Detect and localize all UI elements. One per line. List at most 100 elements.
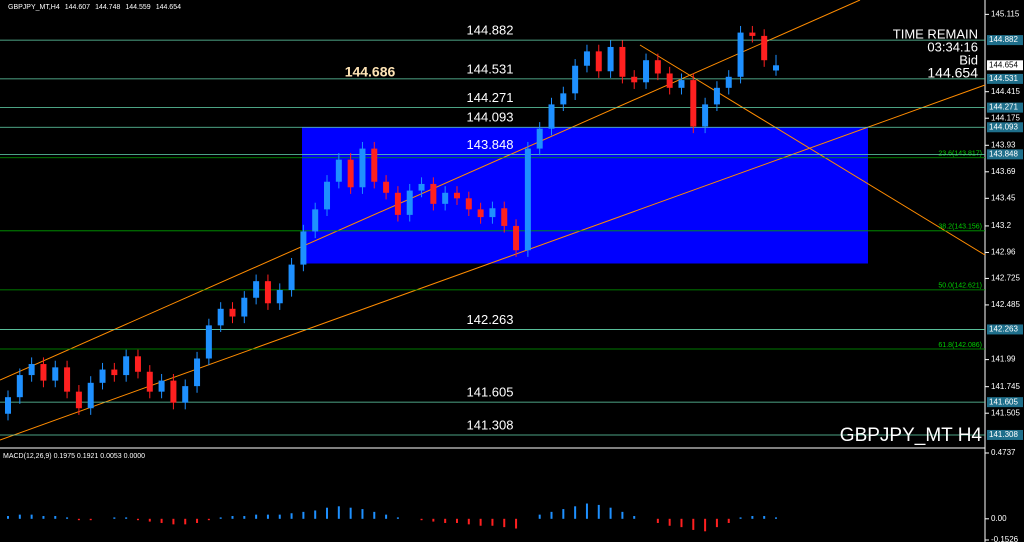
candle-body — [619, 46, 626, 77]
candle-body — [595, 51, 602, 72]
candle-body — [430, 183, 437, 204]
level-label: 141.605 — [467, 385, 514, 400]
candle-body — [607, 46, 614, 72]
candle-body — [241, 297, 248, 317]
candle-body — [75, 391, 82, 409]
candle-body — [253, 281, 260, 298]
y-tick-label: 145.115 — [991, 9, 1020, 18]
candle-body — [713, 87, 720, 105]
y-tick-label: 141.99 — [991, 355, 1016, 364]
bid-label: Bid — [959, 52, 978, 67]
candle-body — [5, 397, 11, 414]
level-label: 141.308 — [467, 417, 514, 432]
candle-body — [99, 369, 106, 383]
y-tick-label: 142.485 — [991, 300, 1020, 309]
candle-body — [560, 93, 567, 105]
level-box — [987, 429, 1023, 440]
candle-body — [418, 183, 425, 191]
candle-body — [52, 367, 59, 381]
candle-body — [134, 356, 141, 372]
level-axis-label: 141.605 — [989, 397, 1018, 406]
candle-body — [229, 308, 236, 317]
level-box — [987, 122, 1023, 133]
level-box — [987, 35, 1023, 46]
candle-body — [300, 231, 307, 265]
candle-body — [347, 159, 354, 188]
level-axis-label: 144.093 — [989, 122, 1018, 131]
level-label: 142.263 — [467, 312, 514, 327]
header-value: 144.559 — [125, 4, 150, 11]
level-axis-label: 142.263 — [989, 325, 1018, 334]
candle-body — [477, 209, 484, 218]
zone — [302, 127, 868, 264]
candle-body — [725, 76, 732, 88]
y-tick-label: 144.175 — [991, 113, 1020, 122]
header: GBPJPY_MT,H4 144.607 144.748 144.559 144.654 — [8, 4, 181, 11]
level-label: 144.271 — [467, 90, 514, 105]
candle-body — [702, 104, 709, 127]
candle-body — [442, 192, 449, 204]
y-tick-label: 143.2 — [991, 221, 1012, 230]
candle-body — [87, 382, 94, 409]
level-label: 144.531 — [467, 61, 514, 76]
level-axis-label: 143.848 — [989, 149, 1018, 158]
candle-body — [359, 148, 366, 188]
candle-body — [572, 65, 579, 94]
y-tick-label: 142.725 — [991, 274, 1020, 283]
candle-body — [324, 181, 331, 210]
candle-body — [643, 60, 650, 83]
candle-body — [749, 32, 756, 36]
macd-tick-label: 0.00 — [991, 514, 1007, 523]
candle-body — [690, 80, 697, 127]
time-remain: 03:34:16 — [927, 39, 978, 54]
y-tick-label: 141.505 — [991, 408, 1020, 417]
candle-body — [182, 386, 189, 403]
header-value: GBPJPY_MT,H4 — [8, 4, 60, 11]
level-box — [987, 102, 1023, 113]
candle-body — [64, 367, 71, 392]
level-axis-label: 144.531 — [989, 74, 1018, 83]
candle-body — [501, 208, 508, 226]
fib-label: 38.2(143.156) — [938, 224, 982, 231]
candle-body — [28, 364, 35, 376]
fib-label: 61.8(142.086) — [938, 342, 982, 349]
candle-body — [761, 35, 768, 61]
candle-body — [170, 380, 177, 403]
candle-body — [205, 325, 212, 359]
level-axis-label: 141.308 — [989, 430, 1018, 439]
candle-body — [217, 308, 224, 326]
candle-body — [335, 159, 342, 182]
candle-body — [465, 198, 472, 210]
level-axis-label: 144.882 — [989, 35, 1018, 44]
candle-body — [276, 290, 283, 304]
candle-body — [773, 65, 779, 71]
candle-body — [453, 192, 460, 199]
candle-body — [383, 181, 390, 193]
trend-line — [0, 0, 861, 381]
level-box — [987, 324, 1023, 335]
candle-body — [536, 128, 543, 149]
symbol-label: GBPJPY_MT H4 — [840, 425, 983, 446]
candle-body — [146, 371, 153, 392]
y-tick-label: 143.45 — [991, 193, 1016, 202]
macd-tick-label: 0.4737 — [991, 448, 1016, 457]
candle-body — [312, 209, 319, 232]
candle-body — [40, 364, 47, 381]
candle-body — [666, 73, 673, 88]
candle-body — [548, 104, 555, 129]
bid: 144.654 — [927, 65, 978, 81]
candle-body — [737, 32, 744, 77]
candle-body — [489, 208, 496, 218]
macd-title: MACD(12,26,9) 0.1975 0.1921 0.0053 0.000… — [3, 453, 145, 460]
candle-body — [394, 192, 401, 215]
y-tick-label: 143.69 — [991, 167, 1016, 176]
candle-body — [406, 190, 413, 215]
header-value: 144.748 — [95, 4, 120, 11]
candle-body — [158, 380, 165, 392]
candle-body — [524, 148, 531, 251]
level-label: 144.882 — [467, 23, 514, 38]
candle-body — [111, 369, 118, 376]
candle-body — [654, 60, 661, 74]
